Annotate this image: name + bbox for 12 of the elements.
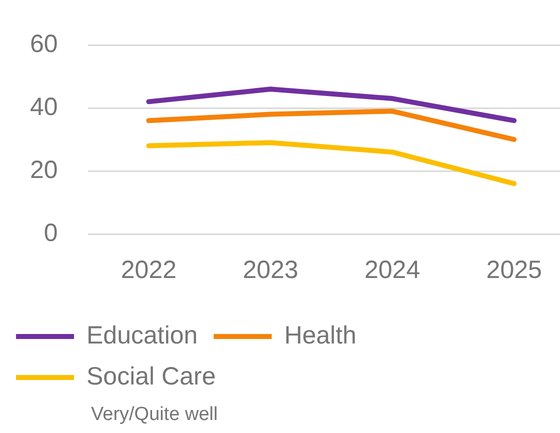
y-tick-label: 40 bbox=[30, 92, 58, 121]
x-tick-label: 2022 bbox=[120, 256, 177, 284]
x-tick-label: 2025 bbox=[486, 256, 542, 284]
y-tick-label: 20 bbox=[30, 156, 58, 184]
x-tick-label: 2023 bbox=[242, 256, 298, 284]
y-tick-label: 0 bbox=[44, 218, 58, 247]
x-tick-label: 2024 bbox=[364, 256, 420, 284]
text: Very/Quite well bbox=[91, 404, 218, 426]
legend-label: Education bbox=[86, 321, 198, 350]
y-tick-label: 60 bbox=[30, 30, 58, 58]
legend-label: Health bbox=[284, 321, 356, 350]
legend-label: Social Care bbox=[86, 362, 216, 390]
